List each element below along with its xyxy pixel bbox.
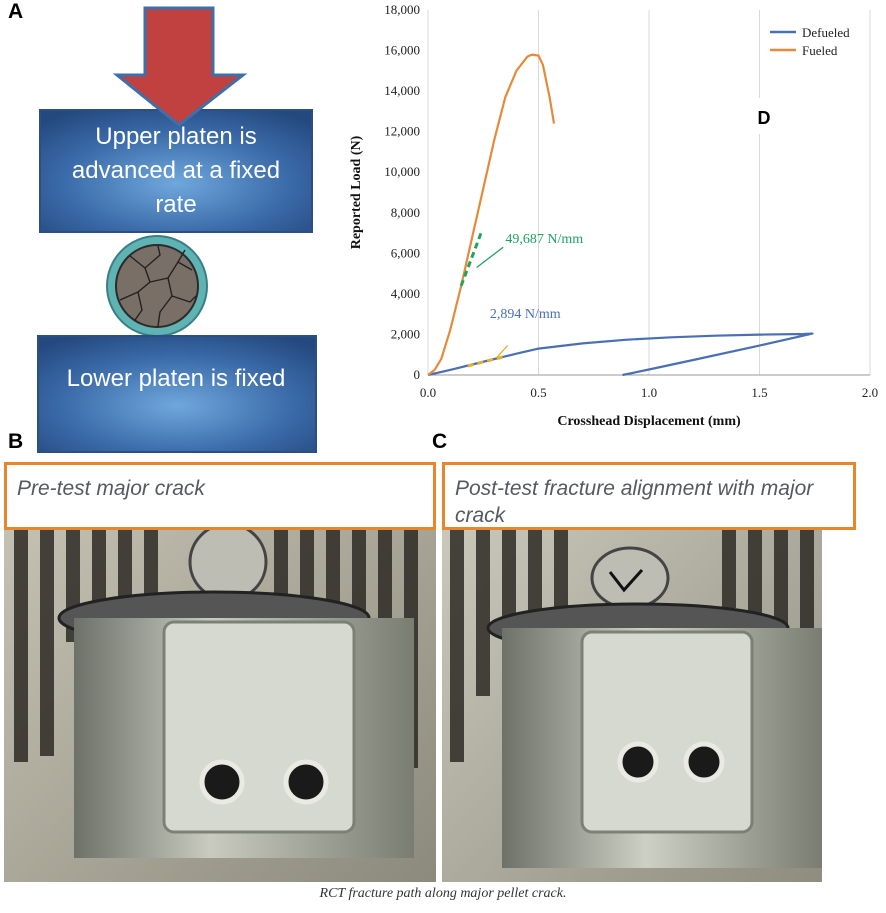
annotation-defueled-stiffness: 2,894 N/mm <box>490 307 561 322</box>
series-line-fueled <box>427 53 556 376</box>
annotation-arrow-fueled <box>476 246 504 269</box>
legend-label-defueled: Defueled <box>802 25 850 40</box>
panel-label-c: C <box>432 430 448 453</box>
x-tick-label: 1.5 <box>751 385 767 400</box>
x-tick-label: 1.0 <box>641 385 657 400</box>
load-displacement-chart: 0.0 0.5 1.0 1.5 2.0 0 2,000 4,000 6,000 8,000 10,0… <box>349 2 878 429</box>
photo-c-posttest <box>442 462 856 882</box>
y-tick-label: 8,000 <box>391 205 420 220</box>
posttest-callout: Post-test fracture alignment with major … <box>442 462 856 530</box>
pretest-specimen-photo <box>4 462 436 882</box>
down-arrow-icon <box>112 6 248 127</box>
x-tick-label: 0.0 <box>420 385 436 400</box>
x-axis-title: Crosshead Displacement (mm) <box>557 414 741 429</box>
annotation-fueled-stiffness: 49,687 N/mm <box>505 232 583 247</box>
y-tick-label: 12,000 <box>384 124 420 139</box>
compression-test-schematic <box>37 6 317 453</box>
y-tick-label: 16,000 <box>384 43 420 58</box>
panel-label-d: D <box>758 108 771 128</box>
legend-label-fueled: Fueled <box>802 43 838 58</box>
photo-b-pretest <box>4 462 436 882</box>
y-tick-label: 4,000 <box>391 286 420 301</box>
y-tick-label: 6,000 <box>391 245 420 260</box>
pellet-crack-network <box>119 245 197 327</box>
y-tick-label: 10,000 <box>384 164 420 179</box>
y-axis-title: Reported Load (N) <box>349 135 364 249</box>
panel-d-box <box>740 98 800 134</box>
fuel-pellet <box>115 244 199 328</box>
y-tick-label: 18,000 <box>384 2 420 17</box>
y-tick-label: 2,000 <box>391 326 420 341</box>
defueled-slope-marker <box>467 354 506 368</box>
series-line-defueled <box>427 332 814 377</box>
panel-label-b: B <box>8 430 24 453</box>
posttest-specimen-photo <box>442 462 856 882</box>
upper-platen-label: Upper platen is advanced at a fixed rate <box>71 123 281 218</box>
annotation-arrow-defueled <box>496 345 509 359</box>
y-tick-label: 0 <box>414 367 421 382</box>
x-tick-label: 0.5 <box>530 385 546 400</box>
x-tick-label: 2.0 <box>862 385 878 400</box>
pretest-callout: Pre-test major crack <box>4 462 436 530</box>
figure-caption: RCT fracture path along major pellet cra… <box>319 886 567 901</box>
panel-label-a: A <box>8 0 24 23</box>
posttest-callout-text: Post-test fracture alignment with major … <box>455 477 814 527</box>
upper-platen <box>39 109 313 233</box>
pretest-callout-text: Pre-test major crack <box>17 477 205 500</box>
lower-platen-label: Lower platen is fixed <box>66 365 286 392</box>
y-tick-label: 14,000 <box>384 83 420 98</box>
lower-platen <box>37 335 317 453</box>
